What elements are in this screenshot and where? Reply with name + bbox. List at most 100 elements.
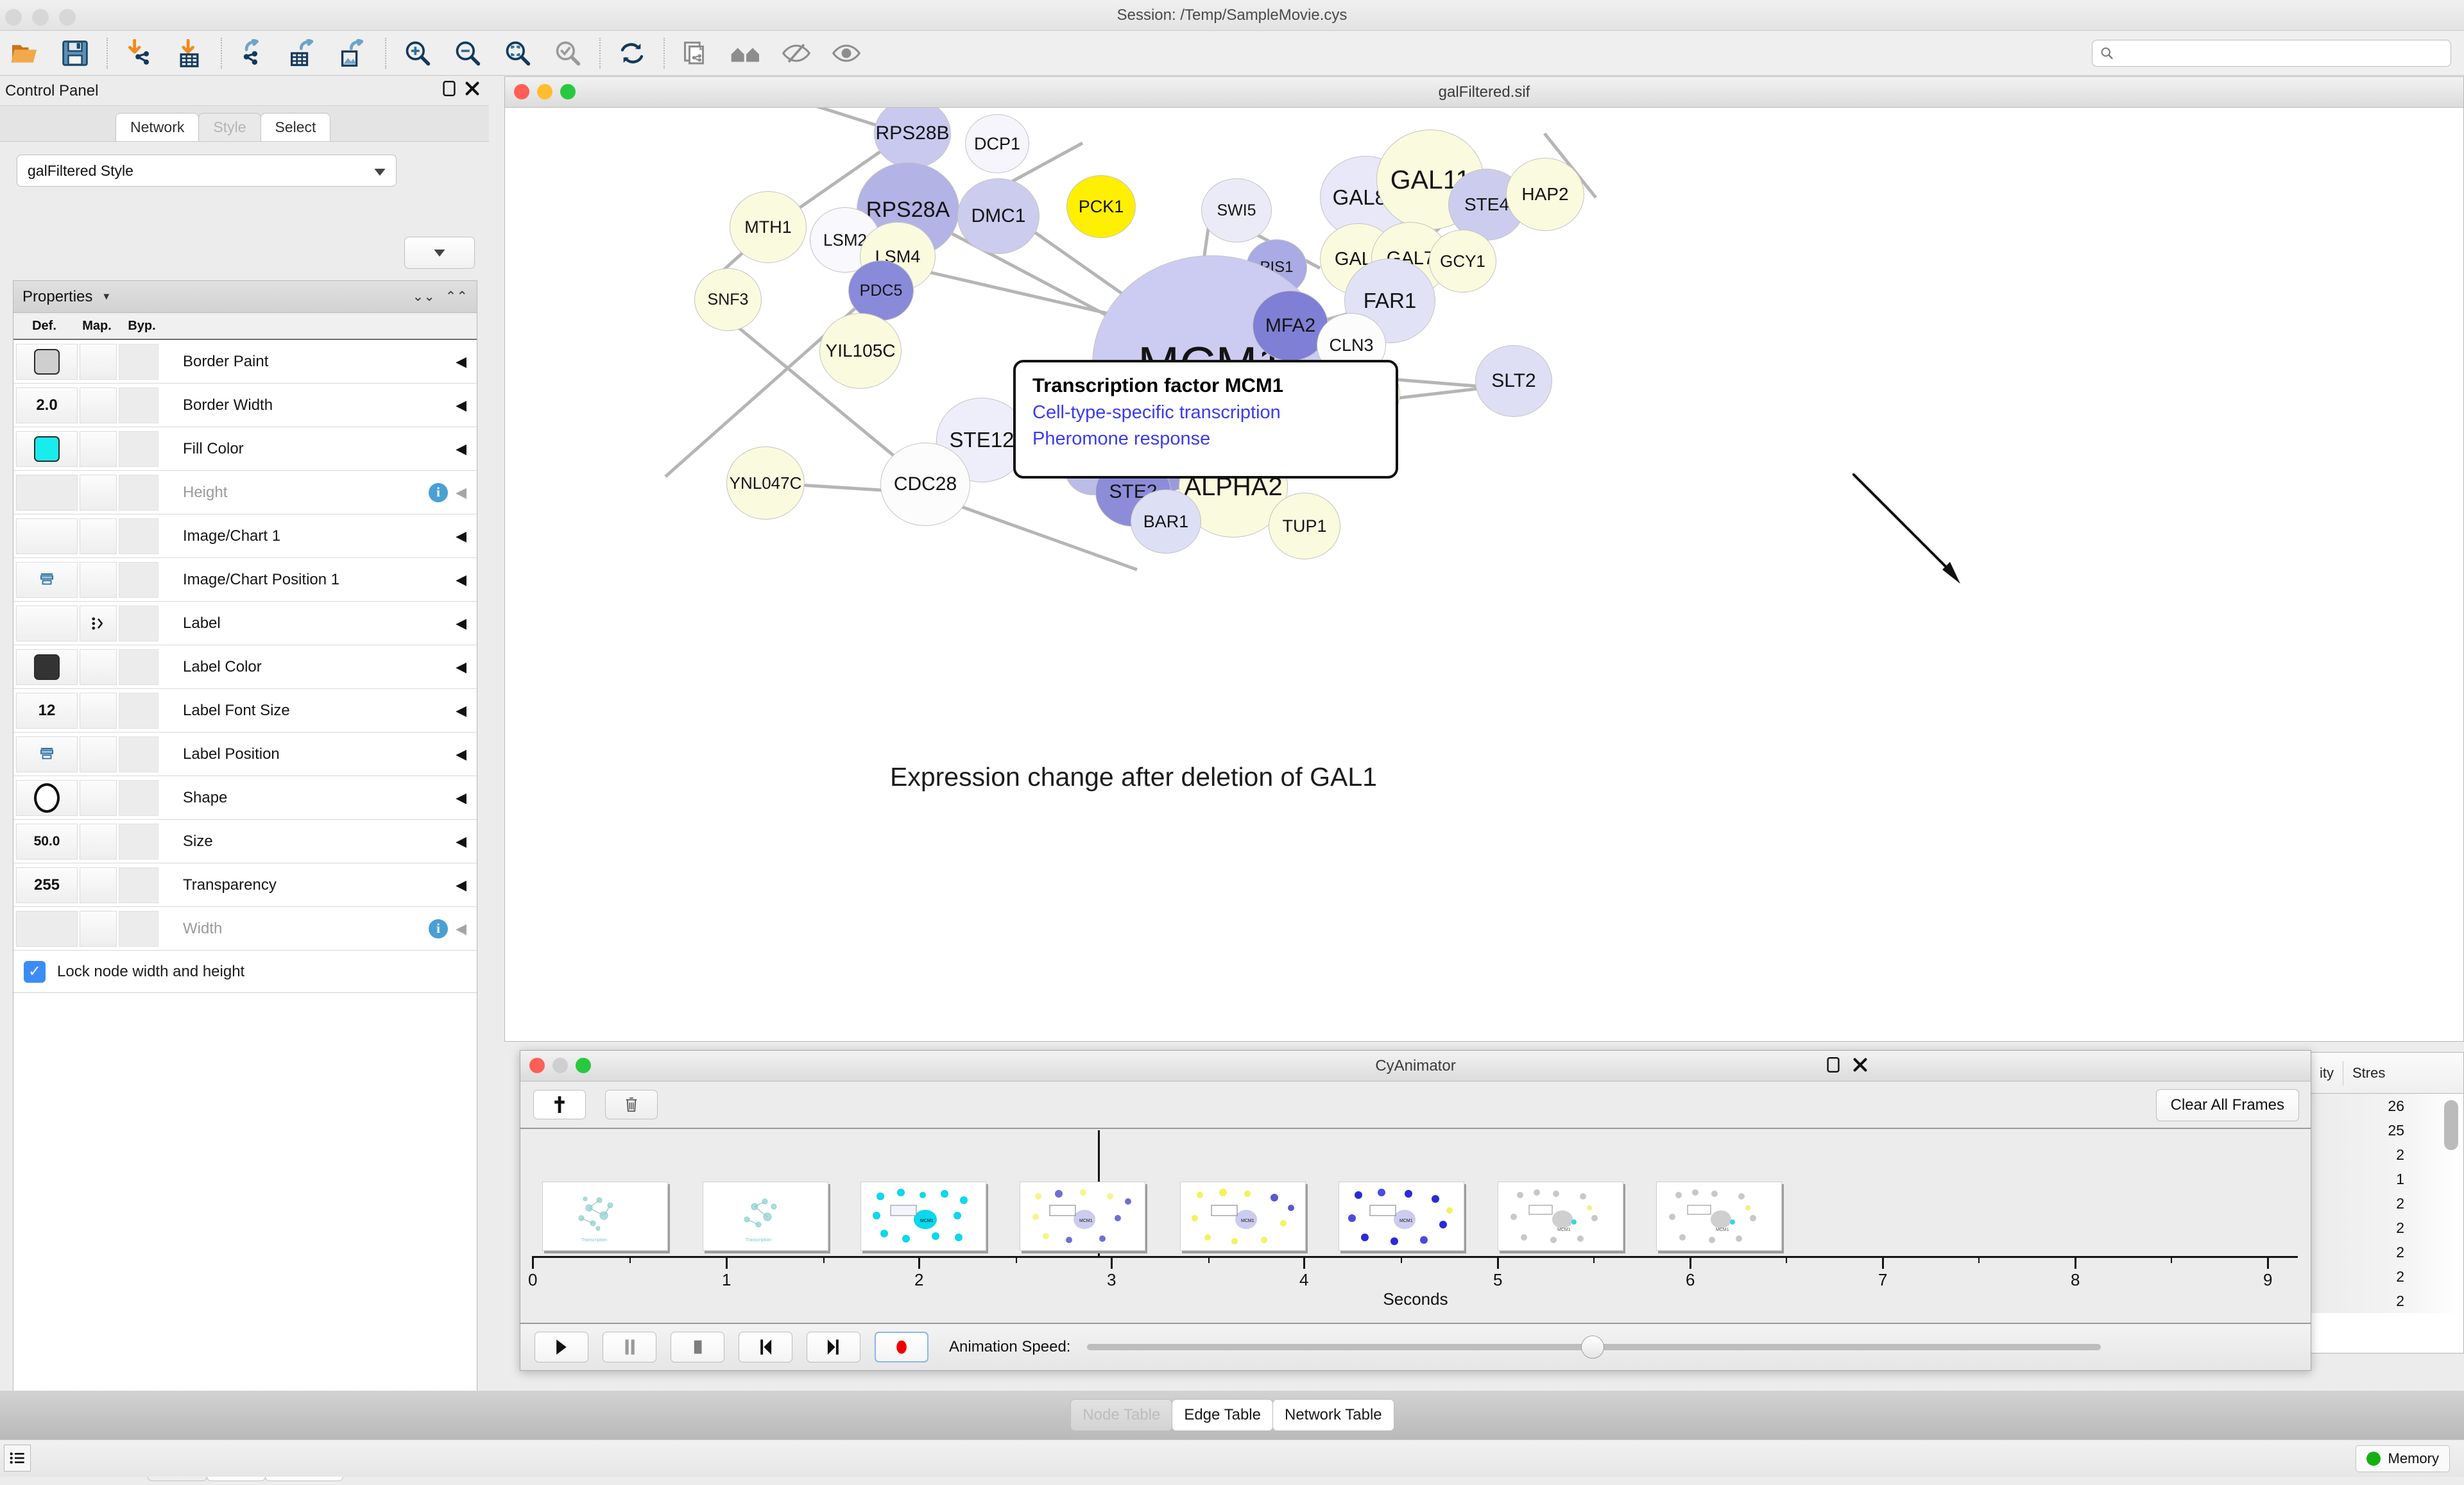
mapping-cell[interactable] xyxy=(80,344,117,380)
mapping-cell[interactable] xyxy=(80,780,117,816)
property-row[interactable]: 255 Transparency ◀ xyxy=(13,863,477,907)
bypass-cell[interactable] xyxy=(119,562,158,598)
mapping-cell[interactable] xyxy=(80,693,117,729)
property-row[interactable]: Shape ◀ xyxy=(13,776,477,820)
default-value-cell[interactable] xyxy=(16,344,78,380)
frame-thumbnail[interactable]: MCM1 xyxy=(860,1182,986,1251)
bypass-cell[interactable] xyxy=(119,387,158,423)
zoom-fit-icon[interactable] xyxy=(493,33,543,74)
bypass-cell[interactable] xyxy=(119,867,158,903)
zoom-in-icon[interactable] xyxy=(393,33,443,74)
new-network-icon[interactable] xyxy=(671,33,721,74)
add-frame-button[interactable] xyxy=(533,1090,586,1119)
expand-property-icon[interactable]: ◀ xyxy=(456,572,466,588)
zoom-selected-icon[interactable] xyxy=(543,33,593,74)
network-node[interactable]: SWI5 xyxy=(1201,178,1272,242)
network-maximize-button[interactable] xyxy=(560,84,576,99)
tab-node-table[interactable]: Node Table xyxy=(1070,1399,1172,1431)
default-value-cell[interactable] xyxy=(16,649,78,685)
pause-button[interactable] xyxy=(603,1332,656,1362)
mapping-cell[interactable] xyxy=(80,736,117,772)
default-value-cell[interactable]: 50.0 xyxy=(16,824,78,860)
import-network-icon[interactable] xyxy=(114,33,164,74)
property-row[interactable]: Image/Chart Position 1 ◀ xyxy=(13,558,477,602)
frame-track[interactable]: Transcription Transcription MCM1 xyxy=(520,1130,2311,1256)
network-node[interactable]: SNF3 xyxy=(694,268,762,331)
network-node[interactable]: GCY1 xyxy=(1429,230,1496,293)
home-icon[interactable] xyxy=(721,33,771,74)
frame-thumbnail[interactable]: MCM1 xyxy=(1498,1182,1623,1251)
bypass-cell[interactable] xyxy=(119,693,158,729)
search-box[interactable] xyxy=(2092,40,2451,67)
property-row[interactable]: Fill Color ◀ xyxy=(13,427,477,471)
expand-all-icon[interactable]: ⌄⌄ xyxy=(413,289,435,305)
show-all-icon[interactable] xyxy=(821,33,871,74)
expand-property-icon[interactable]: ◀ xyxy=(456,659,466,675)
network-node[interactable]: CDC28 xyxy=(880,443,970,526)
cyanimator-close-button[interactable] xyxy=(529,1058,545,1073)
default-value-cell[interactable] xyxy=(16,431,78,467)
expand-property-icon[interactable]: ◀ xyxy=(456,528,466,545)
close-window-dot[interactable] xyxy=(5,9,22,26)
bypass-cell[interactable] xyxy=(119,431,158,467)
play-button[interactable] xyxy=(535,1332,588,1362)
property-row[interactable]: Image/Chart 1 ◀ xyxy=(13,514,477,558)
column-header-ity[interactable]: ity xyxy=(2311,1065,2343,1082)
frame-thumbnail[interactable]: MCM1 xyxy=(1180,1182,1306,1251)
table-row[interactable]: 2 xyxy=(2311,1142,2463,1167)
mapping-cell[interactable] xyxy=(80,518,117,554)
bypass-cell[interactable] xyxy=(119,518,158,554)
network-node[interactable]: YIL105C xyxy=(819,313,902,389)
bypass-cell[interactable] xyxy=(119,736,158,772)
network-node[interactable]: DMC1 xyxy=(957,178,1040,254)
network-node[interactable]: YNL047C xyxy=(726,446,805,520)
table-row[interactable]: 2 xyxy=(2311,1216,2463,1240)
frame-thumbnail[interactable]: MCM1 xyxy=(1339,1182,1464,1251)
table-row[interactable]: 2 xyxy=(2311,1264,2463,1289)
table-scrollbar[interactable] xyxy=(2444,1100,2458,1150)
import-table-icon[interactable] xyxy=(164,33,214,74)
table-row[interactable]: 2 xyxy=(2311,1289,2463,1313)
property-row[interactable]: Label Position ◀ xyxy=(13,733,477,776)
mapping-cell[interactable] xyxy=(80,606,117,641)
memory-status-button[interactable]: Memory xyxy=(2356,1445,2450,1472)
show-table-panel-icon[interactable] xyxy=(4,1445,31,1472)
expand-property-icon[interactable]: ◀ xyxy=(456,833,466,850)
export-network-icon[interactable] xyxy=(228,33,278,74)
mapping-cell[interactable] xyxy=(80,562,117,598)
property-row[interactable]: Border Paint ◀ xyxy=(13,340,477,384)
property-row[interactable]: 12 Label Font Size ◀ xyxy=(13,689,477,733)
network-node[interactable]: PDC5 xyxy=(848,260,914,321)
bypass-cell[interactable] xyxy=(119,606,158,641)
stop-button[interactable] xyxy=(671,1332,724,1362)
expand-property-icon[interactable]: ◀ xyxy=(456,746,466,763)
expand-property-icon[interactable]: ◀ xyxy=(456,790,466,806)
delete-frame-button[interactable] xyxy=(605,1090,658,1119)
network-node[interactable]: SLT2 xyxy=(1475,345,1552,417)
default-value-cell[interactable] xyxy=(16,606,78,641)
frame-thumbnail[interactable]: Transcription xyxy=(542,1182,668,1251)
table-row[interactable]: 2 xyxy=(2311,1191,2463,1216)
cyanimator-maximize-button[interactable] xyxy=(576,1058,591,1073)
refresh-icon[interactable] xyxy=(607,33,657,74)
cyanimator-close-icon[interactable] xyxy=(1852,1057,1868,1076)
expand-property-icon[interactable]: ◀ xyxy=(456,353,466,370)
properties-menu-caret-icon[interactable]: ▼ xyxy=(101,291,111,302)
network-close-button[interactable] xyxy=(514,84,529,99)
network-node[interactable]: MTH1 xyxy=(730,191,807,263)
table-row[interactable]: 25 xyxy=(2311,1118,2463,1142)
network-node[interactable]: PCK1 xyxy=(1066,175,1136,238)
close-panel-icon[interactable] xyxy=(465,81,480,101)
column-header-stress[interactable]: Stres xyxy=(2343,1065,2394,1082)
previous-frame-button[interactable] xyxy=(739,1332,792,1362)
property-row[interactable]: Width i ◀ xyxy=(13,907,477,951)
maximize-window-dot[interactable] xyxy=(59,9,76,26)
tab-select[interactable]: Select xyxy=(261,113,331,141)
default-value-cell[interactable] xyxy=(16,562,78,598)
default-value-cell[interactable]: 12 xyxy=(16,693,78,729)
mapping-cell[interactable] xyxy=(80,824,117,860)
mapping-cell[interactable] xyxy=(80,387,117,423)
property-row[interactable]: 50.0 Size ◀ xyxy=(13,820,477,863)
property-row[interactable]: 2.0 Border Width ◀ xyxy=(13,384,477,427)
mapping-cell[interactable] xyxy=(80,867,117,903)
